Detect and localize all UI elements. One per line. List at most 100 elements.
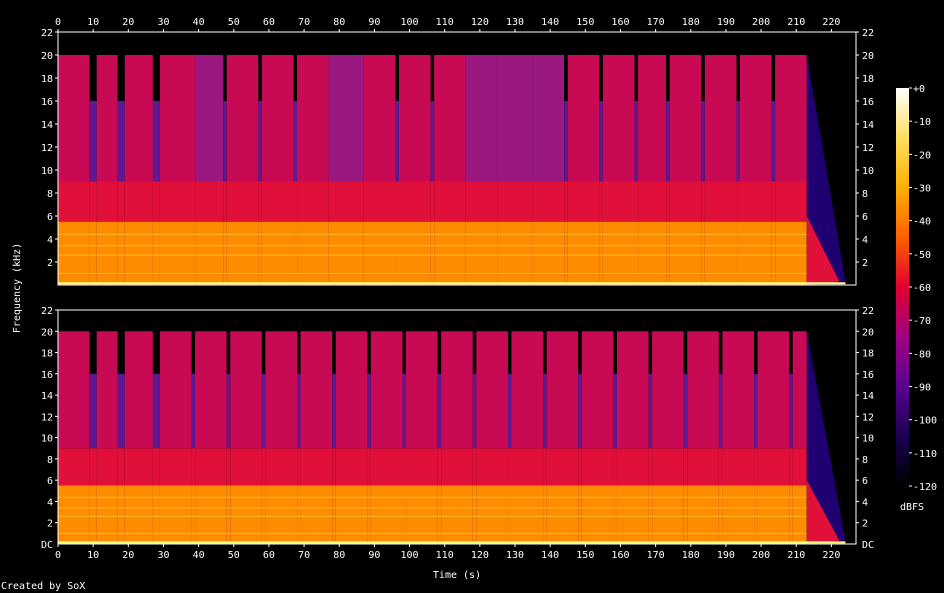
y-tick-label: 2	[862, 519, 868, 530]
x-tick-label: 160	[611, 17, 629, 28]
spectrum-segment-upper	[754, 373, 758, 449]
y-tick-label: 10	[41, 434, 53, 445]
x-tick-label: 190	[717, 17, 735, 28]
spectrum-segment-low	[546, 485, 579, 544]
x-tick-label: 220	[822, 550, 840, 561]
spectrum-segment-mid	[406, 448, 438, 486]
spectrum-segment-mid	[96, 181, 118, 222]
spectrum-segment-low	[332, 485, 336, 544]
spectrum-segment-upper	[395, 101, 399, 182]
y-tick-label: 14	[41, 391, 53, 402]
y-tick-label: 16	[862, 97, 874, 108]
colorbar-tick-label: -70	[913, 316, 931, 327]
spectrum-gap	[472, 331, 477, 374]
x-tick-label: 160	[611, 550, 629, 561]
spectrum-gap	[297, 331, 301, 374]
spectrum-segment-upper	[124, 331, 153, 449]
y-tick-label: 2	[47, 519, 53, 530]
spectrum-segment-upper	[297, 373, 301, 449]
x-tick-label: 20	[122, 550, 134, 561]
spectrum-segment-low	[195, 485, 227, 544]
spectrum-gap	[613, 331, 617, 374]
spectrum-segment-low	[195, 221, 224, 285]
spectrum-segment-upper	[363, 55, 396, 182]
y-tick-label: 14	[862, 391, 874, 402]
spectrum-segment-low	[564, 221, 568, 285]
spectrum-gap	[402, 331, 407, 374]
spectrum-gap	[754, 331, 758, 374]
spectrum-gap	[683, 331, 688, 374]
spectrum-segment-low	[223, 221, 227, 285]
spectrum-segment-upper	[230, 331, 262, 449]
spectrum-segment-low	[613, 485, 617, 544]
x-tick-label: 150	[576, 17, 594, 28]
spectrum-gap	[543, 331, 547, 374]
x-tick-label: 120	[471, 550, 489, 561]
y-tick-label: 18	[41, 74, 53, 85]
spectrum-segment-mid	[58, 448, 90, 486]
sox-credit: Created by SoX	[1, 581, 85, 592]
y-tick-label: 4	[862, 497, 868, 508]
spectrum-segment-low	[367, 485, 371, 544]
spectrum-segment-upper	[258, 101, 262, 182]
spectrum-segment-mid	[124, 181, 153, 222]
spectrum-segment-mid	[687, 448, 719, 486]
spectrum-segment-upper	[789, 373, 793, 449]
y-tick-label: 12	[41, 143, 53, 154]
spectrum-segment-mid	[546, 448, 579, 486]
x-tick-label: 0	[55, 550, 61, 561]
x-tick-label: 80	[333, 17, 345, 28]
spectrum-segment-low	[297, 485, 301, 544]
spectrum-segment-low	[771, 221, 776, 285]
spectrum-segment-mid	[152, 181, 160, 222]
spectrum-gap	[395, 55, 399, 101]
spectrum-segment-upper	[543, 373, 547, 449]
spectrum-segment-upper	[602, 55, 635, 182]
spectrum-gap	[599, 55, 603, 101]
spectrum-segment-low	[683, 485, 688, 544]
colorbar-tick-label: -80	[913, 349, 931, 360]
y-tick-label: 22	[41, 28, 53, 39]
y-tick-label: 8	[47, 455, 53, 466]
y-tick-label: 4	[47, 497, 53, 508]
spectrum-segment-upper	[96, 331, 118, 449]
spectrum-segment-upper	[701, 101, 705, 182]
spectrum-segment-upper	[370, 331, 403, 449]
x-tick-label: 180	[682, 550, 700, 561]
spectrum-segment-low	[792, 485, 807, 544]
x-tick-label: 170	[647, 17, 665, 28]
y-tick-label: 16	[41, 370, 53, 381]
spectrum-segment-mid	[666, 181, 670, 222]
spectrum-segment-upper	[666, 101, 670, 182]
spectrum-gap	[293, 55, 298, 101]
y-tick-label: 18	[862, 349, 874, 360]
spectrum-segment-low	[497, 221, 533, 285]
y-tick-label: 14	[41, 120, 53, 131]
spectrum-segment-upper	[652, 331, 684, 449]
y-tick-label: 8	[47, 189, 53, 200]
spectrum-segment-upper	[293, 101, 298, 182]
spectrum-segment-upper	[532, 55, 565, 182]
spectrum-segment-low	[704, 221, 737, 285]
spectrum-segment-low	[96, 485, 118, 544]
spectrum-segment-low	[567, 221, 600, 285]
x-tick-label: 20	[122, 17, 134, 28]
spectrum-segment-low	[754, 485, 758, 544]
spectrum-segment-low	[669, 221, 702, 285]
spectrum-segment-low	[648, 485, 653, 544]
spectrum-segment-mid	[437, 448, 442, 486]
y-tick-label: 10	[41, 166, 53, 177]
spectrum-gap	[666, 55, 670, 101]
x-tick-label: 50	[228, 17, 240, 28]
spectrum-segment-upper	[124, 55, 153, 182]
spectrum-gap	[223, 55, 227, 101]
spectrum-segment-upper	[58, 55, 90, 182]
colorbar-tick-label: -30	[913, 184, 931, 195]
y-tick-label: 16	[862, 370, 874, 381]
spectrum-segment-mid	[567, 181, 600, 222]
y-tick-label: 12	[862, 412, 874, 423]
spectrum-segment-mid	[669, 181, 702, 222]
spectrum-segment-low	[58, 485, 90, 544]
y-tick-label: 12	[41, 412, 53, 423]
spectrum-segment-mid	[543, 448, 547, 486]
